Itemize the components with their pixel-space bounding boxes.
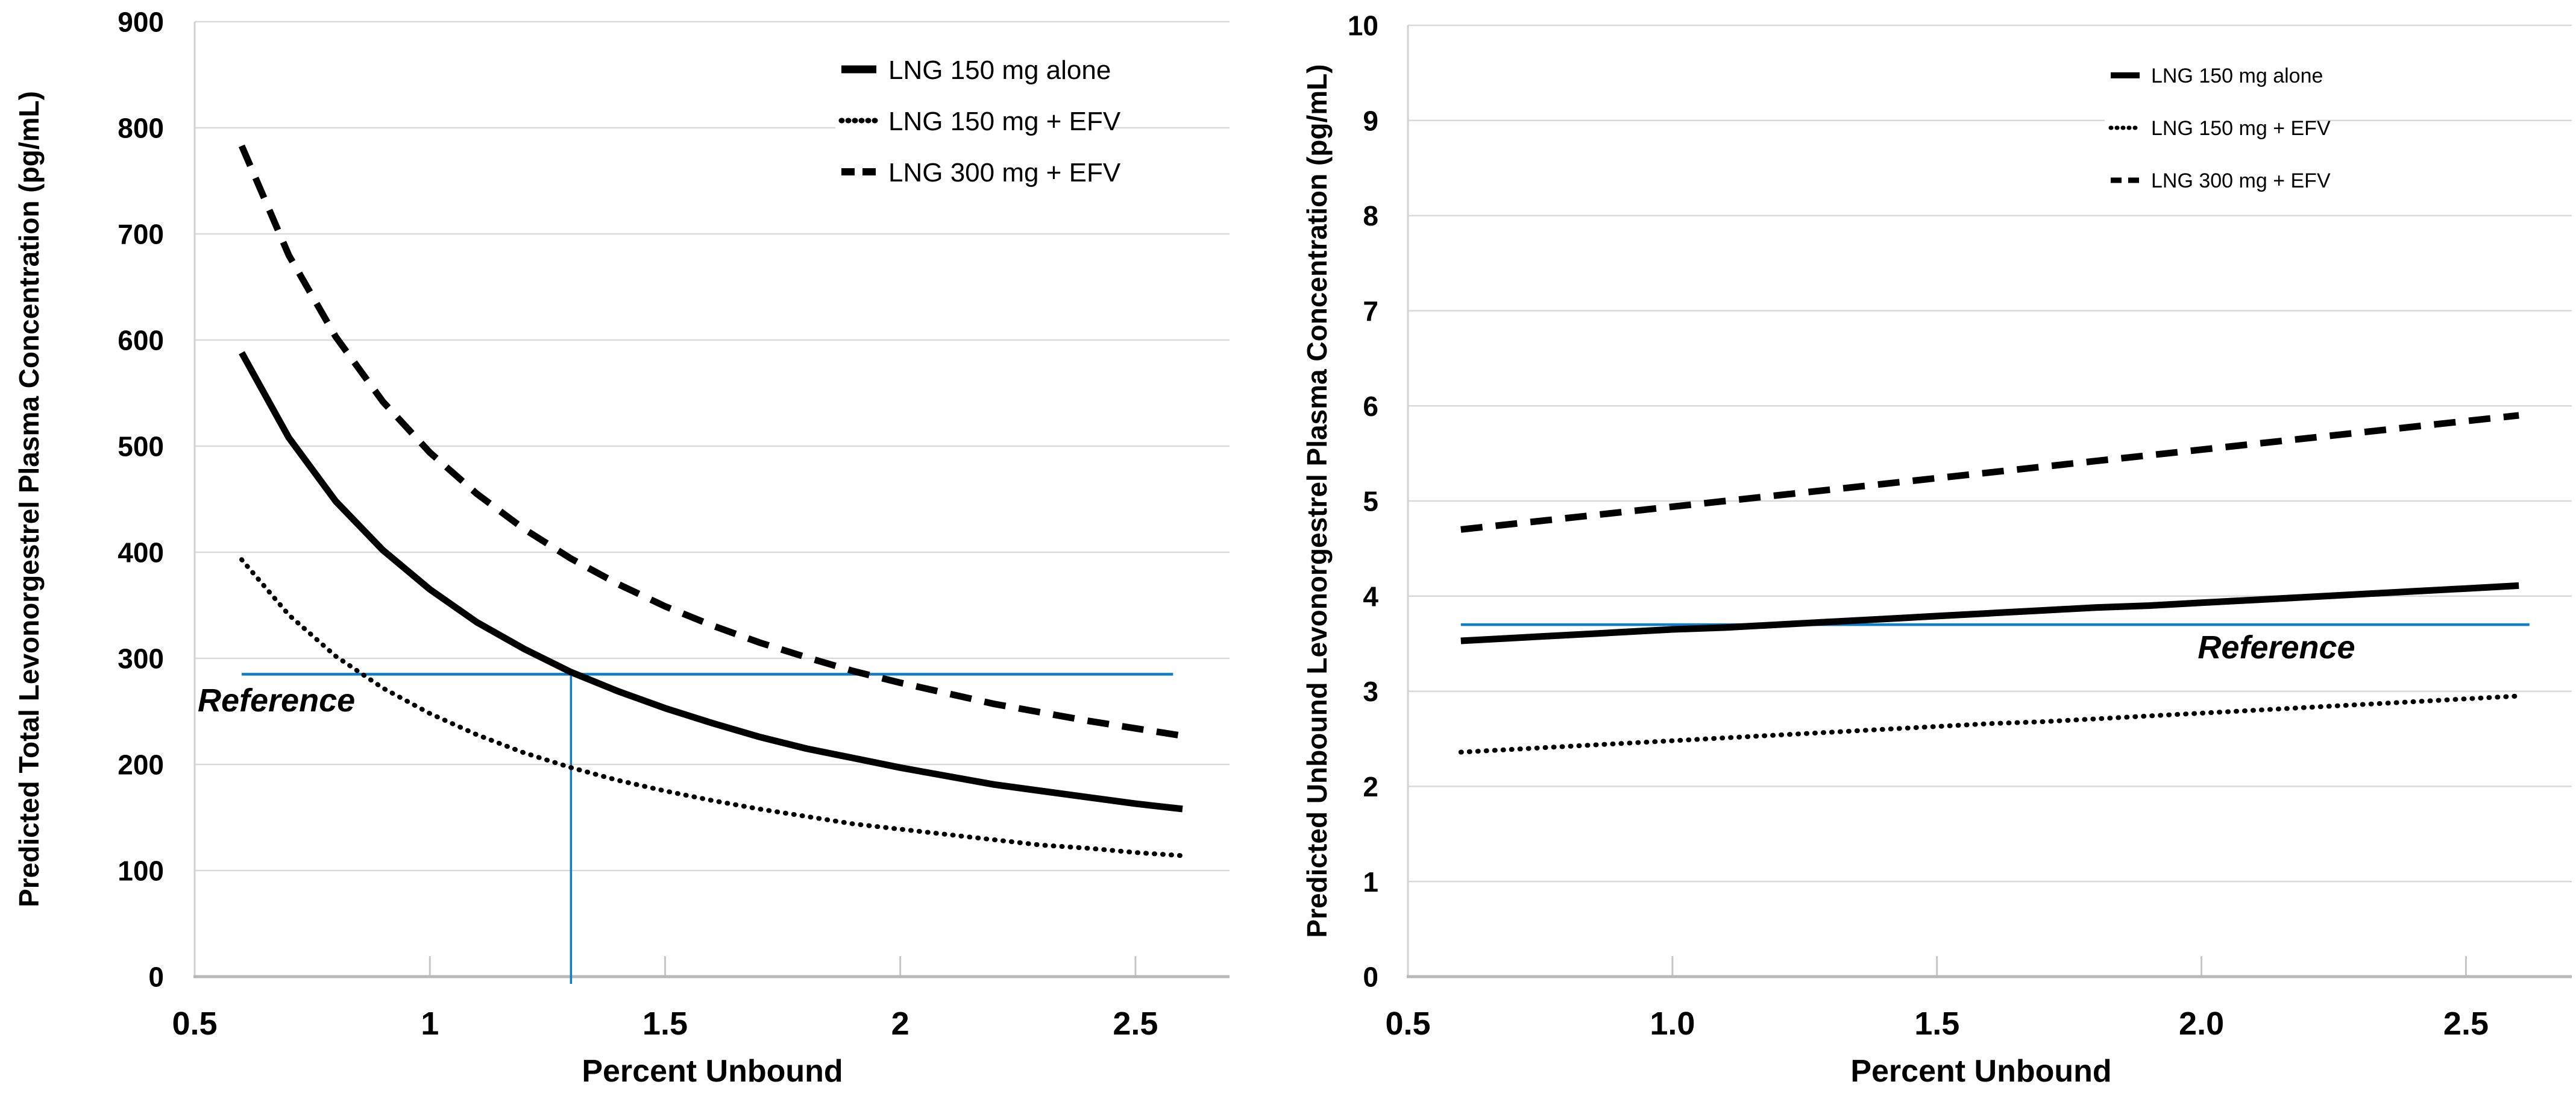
y-tick-label: 300 — [118, 643, 164, 675]
reference-label: Reference — [198, 682, 355, 719]
y-axis-title: Predicted Total Levonorgestrel Plasma Co… — [13, 91, 45, 907]
reference-label: Reference — [2197, 629, 2355, 666]
unbound-concentration-chart: Reference LNG 150 mg alone LNG 150 mg + EF… — [1301, 10, 2572, 1089]
legend-row-bg — [835, 95, 1104, 146]
x-tick-label: 2 — [891, 1006, 909, 1042]
y-tick-label: 5 — [1363, 486, 1378, 517]
y-tick-label: 10 — [1348, 10, 1378, 42]
legend-row-bg — [835, 146, 1104, 197]
series-line-dashed — [238, 144, 1183, 739]
series-line-dotted — [239, 557, 1185, 858]
y-tick-label: 800 — [118, 113, 164, 144]
x-tick-label: 1 — [421, 1006, 439, 1042]
y-tick-label: 7 — [1363, 295, 1378, 327]
legend-row-bg — [2105, 157, 2316, 203]
y-tick-label: 200 — [118, 749, 164, 781]
y-tick-label: 1 — [1363, 866, 1378, 898]
x-tick-label: 1.0 — [1650, 1006, 1695, 1042]
y-tick-label: 3 — [1363, 676, 1378, 707]
y-tick-label: 8 — [1363, 200, 1378, 232]
y-tick-label: 400 — [118, 537, 164, 569]
series-line-dotted — [1458, 693, 2522, 755]
y-tick-label: 700 — [118, 219, 164, 250]
x-tick-label: 2.5 — [2443, 1006, 2489, 1042]
legend-label: LNG 150 mg + EFV — [2151, 117, 2331, 140]
y-tick-label: 900 — [118, 7, 164, 38]
y-tick-label: 6 — [1363, 391, 1378, 422]
y-tick-label: 600 — [118, 325, 164, 356]
y-tick-label: 100 — [118, 855, 164, 887]
y-tick-label: 4 — [1363, 581, 1378, 612]
legend-row-bg — [2105, 105, 2316, 151]
y-tick-label: 500 — [118, 431, 164, 462]
x-tick-label: 2.0 — [2179, 1006, 2224, 1042]
x-tick-label: 1.5 — [1914, 1006, 1959, 1042]
x-tick-label: 0.5 — [172, 1006, 217, 1042]
y-tick-label: 2 — [1363, 771, 1378, 802]
x-tick-label: 2.5 — [1113, 1006, 1158, 1042]
legend-row-bg — [2105, 52, 2316, 98]
series-line-dashed — [1460, 412, 2519, 533]
x-tick-label: 1.5 — [642, 1006, 688, 1042]
legend-row-bg — [835, 44, 1104, 95]
y-tick-label: 0 — [1363, 962, 1378, 993]
x-axis-title: Percent Unbound — [582, 1054, 843, 1089]
legend-label: LNG 150 mg alone — [2151, 65, 2323, 87]
legend-label: LNG 150 mg + EFV — [888, 107, 1121, 136]
y-tick-label: 0 — [148, 962, 164, 993]
legend-label: LNG 150 mg alone — [888, 55, 1111, 85]
total-concentration-chart: Reference LNG 150 mg alone LNG 150 mg + EF… — [13, 7, 1230, 1089]
legend-label: LNG 300 mg + EFV — [888, 158, 1121, 187]
x-axis-title: Percent Unbound — [1850, 1054, 2111, 1089]
y-axis-title: Predicted Unbound Levonorgestrel Plasma … — [1301, 64, 1333, 937]
y-tick-label: 9 — [1363, 105, 1378, 136]
series-line-solid — [239, 351, 1183, 813]
series-line-solid — [1460, 582, 2519, 644]
legend-label: LNG 300 mg + EFV — [2151, 169, 2331, 192]
x-tick-label: 0.5 — [1385, 1006, 1430, 1042]
